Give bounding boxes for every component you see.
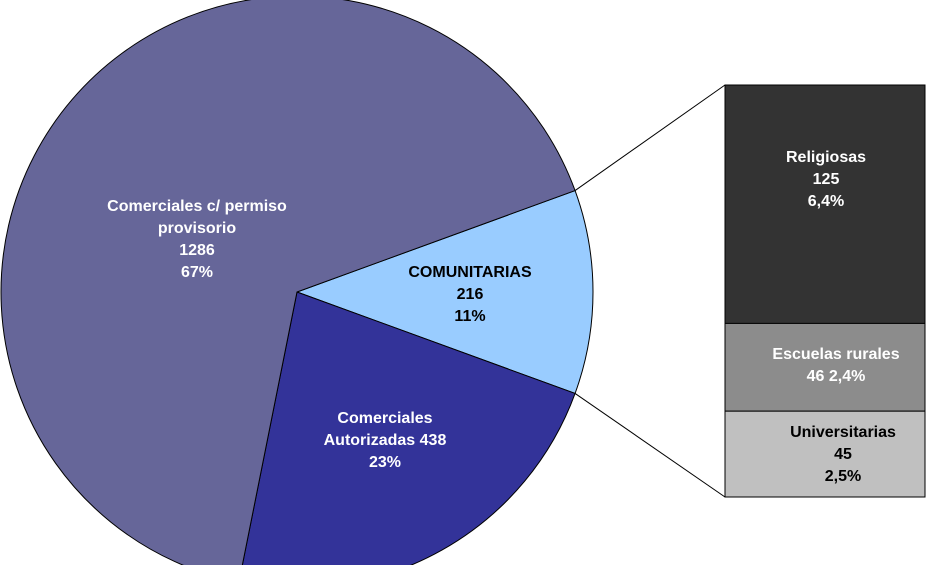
slice-percent: 67% [180, 264, 214, 281]
bar-label: Universitarias 45 2,5% [790, 422, 896, 488]
slice-value: 216 [456, 286, 484, 303]
bar-segment [724, 84, 926, 324]
bar-name: Universitarias [790, 424, 896, 441]
bar-percent: 2,5% [824, 468, 862, 485]
bar-percent: 6,4% [807, 193, 845, 210]
slice-value: 438 [419, 432, 447, 449]
slice-value: 1286 [179, 242, 215, 259]
bar-segment [724, 322, 926, 412]
bar-label: Escuelas rurales 46 2,4% [772, 344, 899, 388]
pie-slice [241, 291, 576, 565]
bar-name: Religiosas [785, 149, 867, 166]
connector-line [574, 84, 726, 191]
slice-percent: 11% [454, 308, 486, 325]
slice-label: Comerciales Autorizadas 438 23% [300, 408, 470, 474]
connector-line [574, 393, 726, 498]
bar-label: Religiosas 125 6,4% [786, 147, 866, 213]
bar-percent: 2,4% [828, 368, 866, 385]
slice-label: COMUNITARIAS 216 11% [408, 262, 531, 328]
slice-label: Comerciales c/ permiso provisorio 1286 67% [97, 196, 297, 284]
bar-value: 46 [806, 368, 825, 385]
pie-slice [0, 0, 576, 565]
bar-value: 125 [812, 171, 840, 188]
bar-name: Escuelas rurales [772, 346, 900, 363]
slice-percent: 23% [368, 454, 402, 471]
pie-slice [295, 189, 594, 395]
slice-name: COMUNITARIAS [408, 264, 532, 281]
slice-name: Comerciales Autorizadas [323, 410, 433, 449]
bar-segment [724, 410, 926, 498]
slice-name: Comerciales c/ permiso provisorio [107, 198, 287, 237]
bar-value: 45 [834, 446, 852, 463]
